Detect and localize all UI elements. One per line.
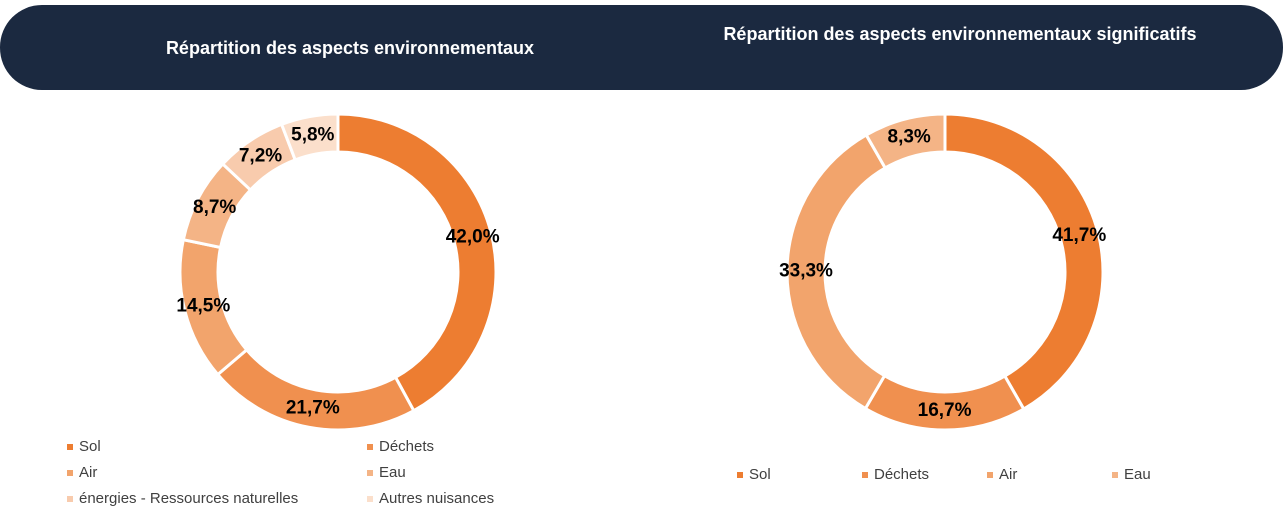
data-label: 16,7% — [918, 400, 972, 421]
data-label: 41,7% — [1052, 225, 1106, 246]
legend-label: Sol — [749, 466, 771, 483]
data-label: 7,2% — [239, 146, 282, 167]
data-label: 8,7% — [193, 197, 236, 218]
data-label: 33,3% — [779, 261, 833, 282]
legend-swatch — [1112, 472, 1118, 478]
legend-swatch — [67, 444, 73, 450]
legend-label: Air — [79, 464, 97, 481]
legend-label: Autres nuisances — [379, 490, 494, 507]
donut-segment — [864, 112, 947, 170]
data-label: 42,0% — [446, 227, 500, 248]
legend-swatch — [737, 472, 743, 478]
legend-swatch — [367, 470, 373, 476]
legend-label: Sol — [79, 438, 101, 455]
donut-segment — [336, 112, 498, 413]
legend-swatch — [67, 470, 73, 476]
legend-label: Air — [999, 466, 1017, 483]
legend-label: Eau — [379, 464, 406, 481]
data-label: 21,7% — [286, 398, 340, 419]
legend-swatch — [367, 444, 373, 450]
legend-label: énergies - Ressources naturelles — [79, 490, 298, 507]
data-label: 14,5% — [176, 295, 230, 316]
legend-swatch — [862, 472, 868, 478]
data-label: 5,8% — [291, 124, 334, 145]
data-label: 8,3% — [888, 127, 931, 148]
legend-swatch — [67, 496, 73, 502]
legend-swatch — [987, 472, 993, 478]
chart-title: Répartition des aspects environnementaux — [165, 38, 535, 58]
legend-label: Déchets — [874, 466, 929, 483]
chart-title: Répartition des aspects environnementaux… — [723, 24, 1197, 44]
legend-label: Déchets — [379, 438, 434, 455]
legend-label: Eau — [1124, 466, 1151, 483]
header-banner: Répartition des aspects environnementaux… — [0, 5, 1283, 90]
legend-swatch — [367, 496, 373, 502]
donut-segment — [943, 112, 1105, 412]
donut-segment — [279, 112, 340, 162]
